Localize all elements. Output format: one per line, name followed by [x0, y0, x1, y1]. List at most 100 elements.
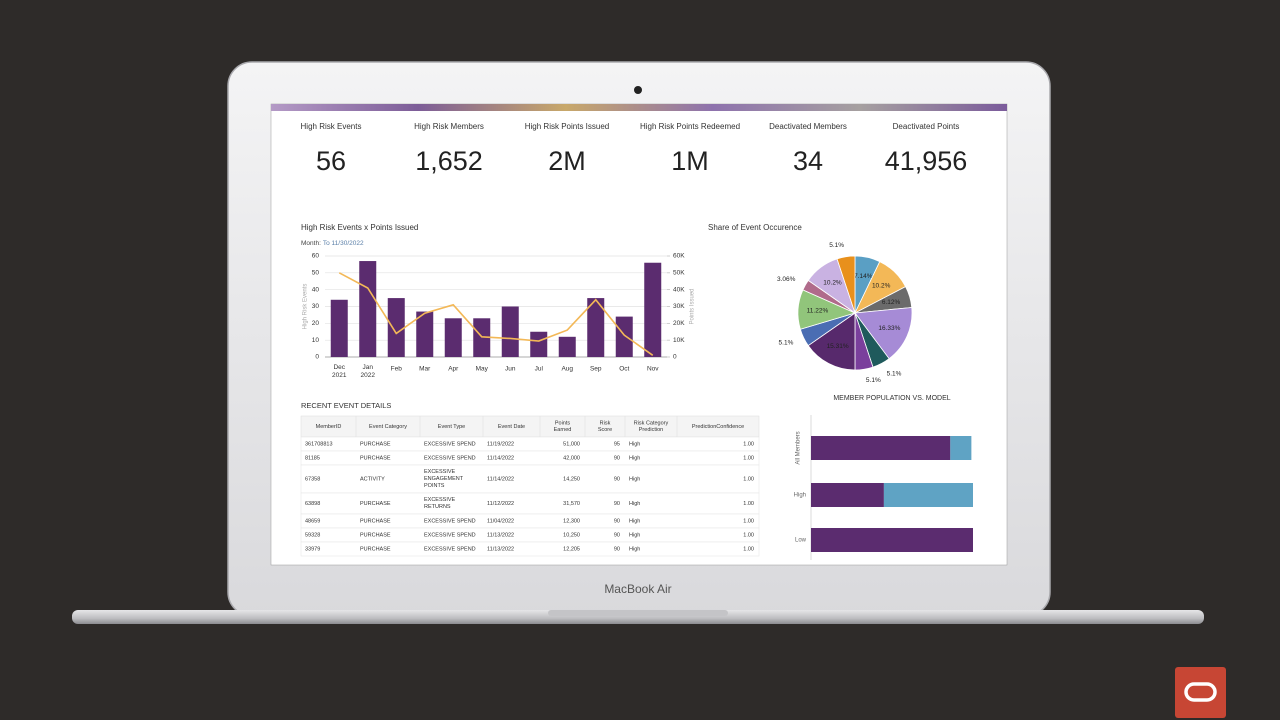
table-cell: 11/14/2022 — [487, 476, 514, 482]
base-notch — [548, 610, 728, 616]
table-cell: High — [629, 441, 640, 447]
table-cell: 1.00 — [743, 476, 754, 482]
pie-label: 5.1% — [887, 370, 902, 377]
table-cell: 59328 — [305, 532, 320, 538]
column-header: Points Earned — [554, 421, 572, 434]
filter-label: Month: — [301, 240, 321, 247]
pie-label: 3.06% — [777, 276, 796, 283]
bar-segment — [811, 436, 951, 460]
table-cell: High — [629, 455, 640, 461]
logo — [1175, 667, 1226, 718]
column-header: PredictionConfidence — [692, 424, 744, 430]
table-cell: 51,000 — [563, 441, 580, 447]
x-tick-label: Jan 2022 — [361, 364, 376, 379]
x-tick-label: Jun — [505, 366, 516, 373]
table-cell: 12,300 — [563, 518, 580, 524]
table-cell: PURCHASE — [360, 455, 391, 461]
table-cell: High — [629, 476, 640, 482]
kpi-value: 1,652 — [415, 146, 483, 176]
x-tick-label: Oct — [619, 366, 629, 373]
category-label: High — [794, 493, 806, 499]
bar-segment — [883, 483, 973, 507]
table-cell: 11/04/2022 — [487, 518, 514, 524]
table-cell: 1.00 — [743, 455, 754, 461]
table-cell: 48659 — [305, 518, 320, 524]
bar — [530, 331, 548, 357]
pie-label: 15.31% — [827, 343, 849, 350]
table-cell: 1.00 — [743, 501, 754, 507]
bar — [416, 311, 434, 357]
column-header: Event Date — [498, 424, 525, 430]
y-tick-label: 50 — [312, 270, 320, 277]
chart-filter: Month: To 11/30/2022 — [301, 240, 364, 247]
table-cell: High — [629, 546, 640, 552]
table-cell: 90 — [614, 518, 620, 524]
bar — [558, 336, 576, 357]
table-cell: 81185 — [305, 455, 320, 461]
pie-label: 10.2% — [823, 280, 842, 287]
kpi-label: Deactivated Members — [769, 122, 847, 131]
logo-mark — [1184, 682, 1217, 702]
table-cell: 1.00 — [743, 532, 754, 538]
x-tick-label: Dec 2021 — [332, 364, 347, 379]
pie-label: 7.14% — [854, 273, 873, 280]
x-tick-label: Apr — [448, 366, 459, 373]
column-header: Event Type — [438, 424, 465, 430]
table-cell: High — [629, 518, 640, 524]
pie-label: 10.2% — [872, 283, 891, 290]
table-cell: 11/13/2022 — [487, 532, 514, 538]
bar — [644, 262, 662, 357]
y2-tick-label: 0 — [673, 354, 677, 361]
x-tick-label: May — [476, 366, 489, 373]
kpi-value: 56 — [316, 146, 346, 176]
header-strip — [271, 104, 1007, 111]
x-tick-label: Sep — [590, 366, 602, 373]
table-cell: PURCHASE — [360, 518, 391, 524]
y2-tick-label: 20K — [673, 320, 685, 327]
table-cell: 361708813 — [305, 441, 333, 447]
table-cell: 11/14/2022 — [487, 455, 514, 461]
pie-label: 5.1% — [779, 339, 794, 346]
table-cell: PURCHASE — [360, 501, 391, 507]
table-cell: 63898 — [305, 501, 320, 507]
category-label: Low — [795, 538, 807, 544]
pie-label: 5.1% — [866, 377, 881, 384]
camera — [634, 86, 642, 94]
chart-title: High Risk Events x Points Issued — [301, 223, 418, 232]
table-cell: 67358 — [305, 476, 320, 482]
kpi-value: 41,956 — [885, 146, 968, 176]
table-cell: ACTIVITY — [360, 476, 385, 482]
column-header: Risk Score — [598, 421, 612, 434]
y-tick-label: 60 — [312, 253, 320, 260]
y2-axis-title: Points Issued — [690, 288, 696, 324]
pie-label: 11.22% — [807, 307, 829, 314]
table-cell: PURCHASE — [360, 441, 391, 447]
bar — [501, 306, 519, 357]
kpi-label: High Risk Points Redeemed — [640, 122, 740, 131]
bar — [359, 261, 377, 357]
category-label: All Members — [796, 431, 802, 464]
table-cell: 1.00 — [743, 546, 754, 552]
pie-slice — [807, 312, 856, 371]
y-tick-label: 10 — [312, 337, 320, 344]
table-cell: PURCHASE — [360, 546, 391, 552]
x-tick-label: Aug — [561, 366, 573, 373]
bar-segment — [950, 436, 972, 460]
table-cell: 90 — [614, 476, 620, 482]
y2-tick-label: 30K — [673, 303, 685, 310]
table-cell: EXCESSIVE RETURNS — [424, 497, 456, 510]
y-tick-label: 40 — [312, 286, 320, 293]
bar — [473, 318, 491, 357]
table-cell: PURCHASE — [360, 532, 391, 538]
table-row — [300, 541, 760, 557]
pie-label: 16.33% — [878, 325, 900, 332]
table-cell: 1.00 — [743, 518, 754, 524]
y-tick-label: 0 — [315, 354, 319, 361]
table-cell: EXCESSIVE ENGAGEMENT POINTS — [424, 469, 464, 489]
table-cell: EXCESSIVE SPEND — [424, 546, 476, 552]
bar — [444, 318, 462, 357]
table-row — [300, 464, 760, 494]
x-tick-label: Nov — [647, 366, 659, 373]
